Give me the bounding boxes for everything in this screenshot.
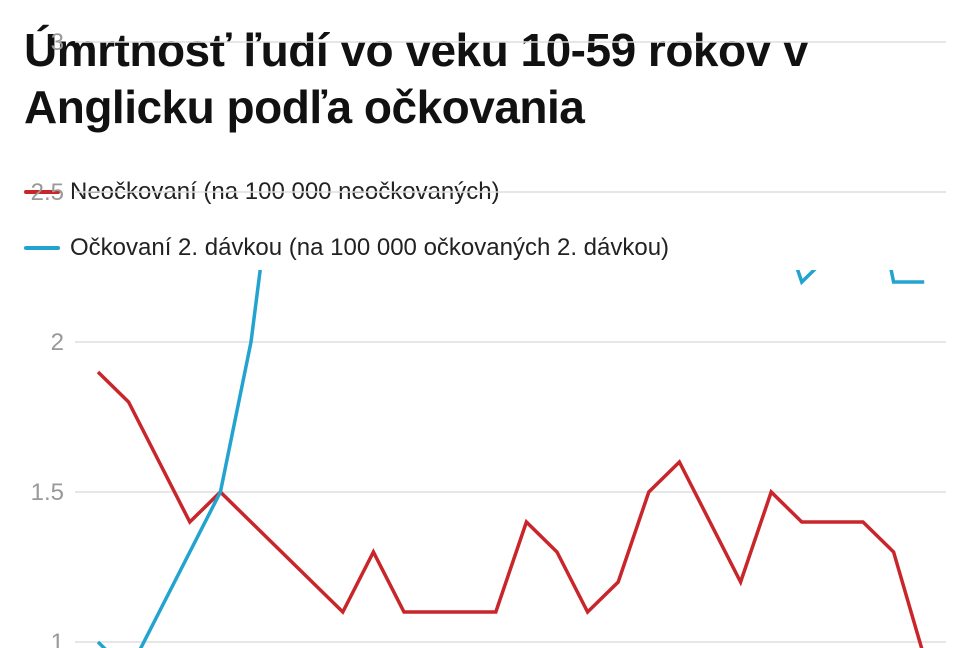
legend-swatch-unvaccinated [24,190,60,194]
y-tick-label: 1 [51,629,64,648]
y-tick-label: 2 [51,329,64,356]
chart-title: Úmrtnosť ľudí vo veku 10-59 rokov v Angl… [24,24,809,133]
y-tick-label: 1.5 [31,479,64,506]
series-line-unvaccinated [96,370,924,648]
legend-swatch-vaccinated [24,246,60,250]
legend-label-vaccinated: Očkovaní 2. dávkou (na 100 000 očkovanýc… [70,234,670,261]
series-line-vaccinated [96,270,925,648]
series-group [96,270,925,648]
y-tick-label: 3 [51,29,64,56]
y-tick-label: 2.5 [31,179,64,206]
grid [75,41,946,643]
y-axis: 1 1.5 2 2.5 3 [31,29,64,648]
